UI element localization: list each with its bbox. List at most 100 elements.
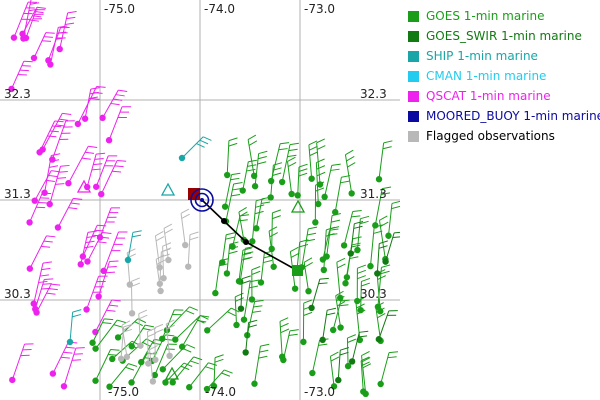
goes-swir-wind-barb xyxy=(348,330,369,365)
grid-labels: -75.0 -74.0 -73.0 -75.0 -74.0 -73.0 32.3… xyxy=(4,2,387,399)
flagged-wind-barb xyxy=(154,231,165,271)
track-end-marker xyxy=(292,265,303,276)
qscat-wind-barb xyxy=(30,261,52,307)
qscat-wind-barb xyxy=(98,159,127,198)
lat-label-left: 30.3 xyxy=(4,287,31,301)
qscat-wind-barb xyxy=(33,283,61,316)
ship-wind-barb xyxy=(66,309,82,346)
goes-swir-wind-barb xyxy=(375,310,398,343)
qscat-wind-barb xyxy=(83,275,108,313)
lat-label-left: 31.3 xyxy=(4,187,31,201)
legend-item-goes-swir: GOES_SWIR 1-min marine xyxy=(408,26,600,46)
qscat-wind-barb xyxy=(47,25,68,68)
wind-barb-observations xyxy=(8,0,400,398)
qscat-wind-barb xyxy=(56,11,77,53)
goes-wind-barb xyxy=(332,175,351,216)
lat-label-right: 30.3 xyxy=(360,287,387,301)
goes-swir-wind-barb xyxy=(237,275,251,312)
storm-track xyxy=(188,188,303,276)
goes-wind-barb xyxy=(92,319,126,352)
goes-wind-barb xyxy=(320,226,336,274)
goes-wind-barb xyxy=(372,186,392,229)
goes-wind-barb xyxy=(340,209,362,249)
qscat-wind-barb xyxy=(54,197,83,231)
goes-wind-barb xyxy=(251,150,268,190)
goes-swir-wind-barb xyxy=(374,240,389,277)
goes-wind-barb xyxy=(233,292,244,329)
legend-label: GOES 1-min marine xyxy=(426,9,545,23)
lon-label-bottom: -74.0 xyxy=(205,385,236,399)
flagged-wind-barb xyxy=(152,323,164,363)
goes-swir-wind-barb xyxy=(308,277,329,312)
qscat-wind-barb xyxy=(36,120,64,156)
goes-wind-barb xyxy=(344,149,356,197)
goes-wind-barb xyxy=(287,156,297,198)
legend-item-qscat: QSCAT 1-min marine xyxy=(408,86,600,106)
goes-wind-barb xyxy=(268,226,278,270)
goes-wind-barb xyxy=(128,324,155,350)
flagged-wind-barb xyxy=(145,327,157,367)
legend-item-moored-buoy: MOORED_BUOY 1-min marine xyxy=(408,106,600,126)
legend-label: QSCAT 1-min marine xyxy=(426,89,551,103)
qscat-wind-barb xyxy=(8,60,33,93)
goes-wind-barb xyxy=(204,307,240,334)
goes-wind-barb xyxy=(329,299,350,334)
lat-label-right: 32.3 xyxy=(360,87,387,101)
legend-item-cman: CMAN 1-min marine xyxy=(408,66,600,86)
goes-swir-wind-barb xyxy=(242,319,258,356)
legend-swatch xyxy=(408,110,419,122)
goes-wind-barb xyxy=(169,356,203,386)
flagged-wind-barb xyxy=(180,208,190,249)
flagged-wind-barb xyxy=(117,323,133,362)
legend-label: MOORED_BUOY 1-min marine xyxy=(426,109,600,123)
qscat-wind-barb xyxy=(95,260,119,300)
goes-wind-barb xyxy=(375,140,393,183)
goes-wind-barb xyxy=(267,162,283,201)
flagged-wind-barb xyxy=(160,242,172,282)
qscat-wind-barb xyxy=(93,155,118,190)
legend-swatch xyxy=(408,10,419,22)
qscat-wind-barb xyxy=(79,224,107,260)
track-segment xyxy=(245,241,301,273)
qscat-wind-barb xyxy=(46,164,70,208)
observation-triangle xyxy=(164,366,180,380)
track-point xyxy=(243,239,249,245)
legend-swatch xyxy=(408,90,419,102)
qscat-wind-barb xyxy=(105,106,132,144)
goes-wind-barb xyxy=(278,142,299,186)
goes-wind-barb xyxy=(235,247,252,285)
goes-wind-barb xyxy=(329,351,340,390)
observation-triangle xyxy=(76,179,92,193)
goes-wind-barb xyxy=(300,299,313,346)
goes-wind-barb xyxy=(151,343,177,379)
flagged-wind-barb xyxy=(137,309,148,349)
qscat-wind-barb xyxy=(30,32,55,62)
qscat-wind-barb xyxy=(31,170,61,204)
goes-wind-barb xyxy=(219,232,236,266)
goes-swir-wind-barb xyxy=(319,307,337,344)
goes-wind-barb xyxy=(178,315,210,350)
goes-wind-barb xyxy=(159,344,196,373)
wind-observation-map: -75.0 -74.0 -73.0 -75.0 -74.0 -73.0 32.3… xyxy=(0,0,400,400)
ship-wind-barb xyxy=(124,230,142,264)
goes-wind-barb xyxy=(336,257,346,302)
goes-wind-barb xyxy=(186,362,218,391)
qscat-wind-barb xyxy=(26,235,56,272)
goes-swir-wind-barb xyxy=(347,221,364,257)
legend-label: SHIP 1-min marine xyxy=(426,49,538,63)
lat-label-left: 32.3 xyxy=(4,87,31,101)
qscat-wind-barb xyxy=(60,347,85,390)
qscat-wind-barb xyxy=(9,343,34,384)
goes-wind-barb xyxy=(251,343,270,387)
goes-wind-barb xyxy=(221,172,241,210)
lon-label-bottom: -75.0 xyxy=(108,385,139,399)
lon-label-bottom: -73.0 xyxy=(304,385,335,399)
flagged-wind-barb xyxy=(149,345,159,385)
flagged-wind-barb xyxy=(128,277,141,317)
goes-wind-barb xyxy=(248,266,261,303)
legend-swatch xyxy=(408,30,419,42)
legend-item-goes: GOES 1-min marine xyxy=(408,6,600,26)
legend: GOES 1-min marine GOES_SWIR 1-min marine… xyxy=(408,6,600,146)
goes-wind-barb xyxy=(321,163,341,201)
goes-wind-barb xyxy=(385,200,400,239)
